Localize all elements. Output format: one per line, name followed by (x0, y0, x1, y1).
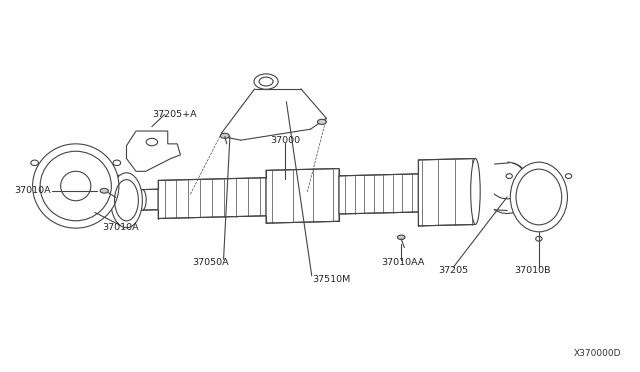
Text: 37510M: 37510M (312, 275, 351, 284)
Ellipse shape (220, 133, 229, 138)
Text: X370000D: X370000D (574, 349, 621, 358)
Text: 37000: 37000 (270, 136, 300, 145)
Text: 37010B: 37010B (515, 266, 551, 275)
Ellipse shape (33, 144, 119, 228)
Ellipse shape (111, 173, 142, 228)
Text: 37205+A: 37205+A (152, 110, 196, 119)
Ellipse shape (470, 158, 480, 224)
Ellipse shape (138, 190, 146, 210)
Ellipse shape (317, 119, 326, 125)
Ellipse shape (100, 188, 108, 193)
Polygon shape (419, 158, 476, 226)
Text: 37010A: 37010A (13, 186, 51, 195)
Polygon shape (127, 131, 180, 171)
Polygon shape (266, 169, 339, 223)
Ellipse shape (397, 235, 405, 240)
Ellipse shape (254, 74, 278, 89)
Polygon shape (142, 189, 158, 210)
Ellipse shape (510, 162, 568, 232)
Polygon shape (339, 174, 419, 214)
Text: 37050A: 37050A (193, 259, 229, 267)
Polygon shape (158, 178, 266, 218)
Text: 37010A: 37010A (102, 222, 138, 231)
Text: 37205: 37205 (438, 266, 468, 275)
Text: 37010AA: 37010AA (381, 259, 424, 267)
